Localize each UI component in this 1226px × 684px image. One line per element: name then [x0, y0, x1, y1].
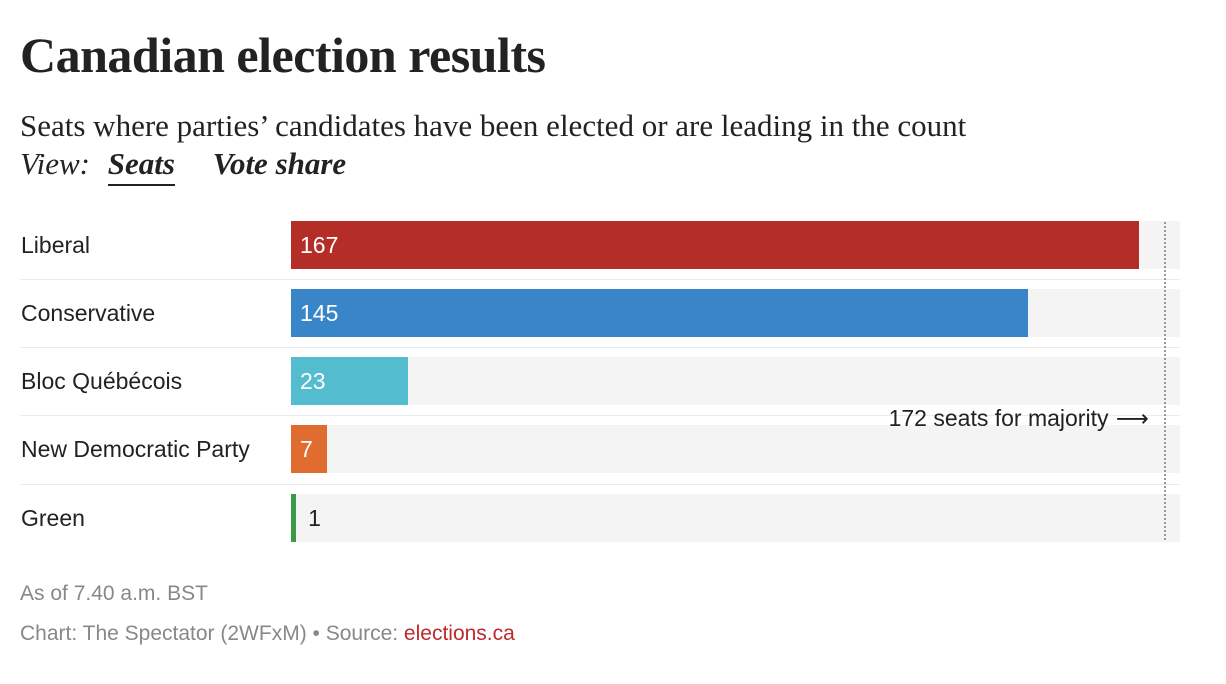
- view-label: View:: [20, 146, 91, 181]
- bar: [291, 357, 408, 405]
- bar-row: Green 1: [20, 494, 1180, 542]
- timestamp-note: As of 7.40 a.m. BST: [20, 582, 208, 605]
- bar: [291, 221, 1140, 269]
- bar-row: Conservative 145: [20, 289, 1180, 337]
- row-divider: [20, 347, 1180, 348]
- bar-row: New Democratic Party 7: [20, 425, 1180, 473]
- row-divider: [20, 415, 1180, 416]
- data-label: 1: [308, 505, 321, 531]
- chart-subtitle: Seats where parties’ candidates have bee…: [20, 108, 967, 143]
- data-label: 167: [300, 232, 339, 258]
- bar-track: 167: [291, 221, 1180, 269]
- majority-annotation: 172 seats for majority ⟶: [889, 403, 1149, 433]
- row-divider: [20, 484, 1180, 485]
- majority-label-text: 172 seats for majority: [888, 405, 1109, 431]
- category-label: New Democratic Party: [21, 436, 250, 462]
- bar-track: 7: [291, 425, 1180, 473]
- bar-track: 23: [291, 357, 1180, 405]
- credit-line: Chart: The Spectator (2WFxM) • Source: e…: [20, 622, 515, 646]
- source-link[interactable]: elections.ca: [403, 622, 515, 645]
- bar-track: 145: [291, 289, 1180, 337]
- bar: [291, 425, 327, 473]
- data-label: 145: [300, 300, 339, 326]
- view-toggle: View: Seats Vote share: [20, 146, 347, 186]
- category-label: Conservative: [21, 300, 156, 326]
- category-label: Green: [21, 505, 85, 531]
- chart-title: Canadian election results: [20, 27, 546, 83]
- view-option-vote-share[interactable]: Vote share: [212, 146, 347, 181]
- bar-row: Bloc Québécois 23: [20, 357, 1180, 405]
- majority-line: [1163, 222, 1166, 540]
- data-label: 23: [300, 368, 326, 394]
- bar-row: Liberal 167: [20, 221, 1180, 269]
- category-label: Liberal: [21, 232, 91, 258]
- bar: [291, 289, 1028, 337]
- credit-text: Chart: The Spectator (2WFxM) • Source:: [20, 622, 404, 645]
- category-label: Bloc Québécois: [21, 368, 183, 394]
- bar: [291, 494, 297, 542]
- view-option-seats[interactable]: Seats: [107, 146, 175, 186]
- bar-track: 1: [291, 494, 1180, 542]
- arrow-right-icon: ⟶: [1108, 406, 1149, 432]
- row-divider: [20, 279, 1180, 280]
- data-label: 7: [300, 436, 313, 462]
